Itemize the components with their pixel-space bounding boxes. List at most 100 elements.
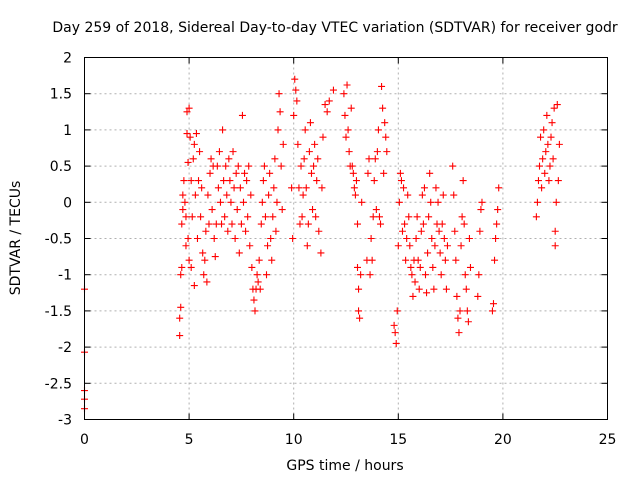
data-point — [347, 104, 355, 112]
data-point — [537, 133, 545, 141]
data-point — [545, 177, 553, 185]
data-point — [313, 177, 321, 185]
data-point — [475, 271, 483, 279]
data-point — [421, 271, 429, 279]
data-point — [352, 177, 360, 185]
data-point — [456, 307, 464, 315]
data-point — [229, 148, 237, 156]
data-point — [540, 126, 548, 134]
data-point — [242, 227, 250, 235]
data-point — [256, 285, 264, 293]
data-point — [474, 292, 482, 300]
x-tick-label: 5 — [185, 432, 194, 448]
data-point — [430, 285, 438, 293]
data-point — [491, 256, 499, 264]
data-point — [403, 235, 411, 242]
data-point — [351, 191, 359, 199]
data-point — [462, 285, 470, 293]
data-point — [375, 213, 383, 221]
data-point — [207, 155, 215, 163]
data-point — [420, 184, 428, 192]
data-point — [439, 191, 447, 199]
data-point — [185, 256, 193, 264]
data-point — [239, 198, 247, 206]
y-tick-label: -0.5 — [45, 232, 72, 248]
data-point — [414, 256, 422, 264]
data-point — [536, 162, 544, 170]
data-point — [440, 235, 448, 242]
data-point — [369, 213, 377, 221]
y-tick-label: -1 — [58, 268, 72, 284]
data-point — [177, 271, 185, 279]
data-point — [274, 126, 282, 134]
data-point — [377, 220, 385, 228]
data-point — [189, 155, 197, 163]
data-point — [222, 162, 230, 170]
data-point — [380, 169, 388, 177]
data-point — [443, 242, 451, 250]
data-point — [550, 104, 558, 112]
data-point — [278, 206, 286, 214]
data-points — [81, 75, 563, 413]
data-point — [488, 307, 496, 315]
data-point — [307, 169, 315, 177]
data-point — [551, 242, 559, 250]
data-point — [391, 329, 399, 337]
data-point — [409, 292, 417, 300]
data-point — [228, 220, 236, 228]
data-point — [177, 303, 185, 311]
data-point — [306, 119, 314, 127]
data-point — [400, 184, 408, 192]
data-point — [413, 213, 421, 221]
data-point — [534, 177, 542, 185]
data-point — [423, 289, 431, 297]
data-point — [543, 111, 551, 119]
data-point — [289, 235, 297, 242]
data-point — [355, 307, 363, 315]
data-point — [183, 108, 191, 116]
data-point — [366, 271, 374, 279]
axes: -3-2.5-2-1.5-1-0.500.511.520 5 10 15 20 25 — [45, 51, 617, 449]
data-point — [181, 198, 189, 206]
data-point — [476, 227, 484, 235]
data-point — [315, 227, 323, 235]
data-point — [442, 285, 450, 293]
data-point — [538, 184, 546, 192]
data-point — [382, 133, 390, 141]
data-point — [299, 191, 307, 199]
data-point — [190, 282, 198, 290]
x-tick-label: 0 — [80, 432, 89, 448]
data-point — [182, 213, 190, 221]
data-point — [417, 227, 425, 235]
data-point — [402, 256, 410, 264]
data-point — [452, 256, 460, 264]
data-point — [321, 101, 329, 109]
data-point — [248, 263, 256, 271]
data-point — [190, 140, 198, 148]
data-point — [272, 227, 280, 235]
data-point — [244, 213, 252, 221]
data-point — [253, 271, 261, 279]
data-point — [273, 198, 281, 206]
data-point — [312, 213, 320, 221]
data-point — [449, 162, 457, 170]
data-point — [344, 126, 352, 134]
data-point — [201, 256, 209, 264]
data-point — [314, 155, 322, 163]
data-point — [183, 130, 191, 138]
data-point — [179, 191, 187, 199]
data-point — [268, 256, 276, 264]
data-point — [237, 220, 245, 228]
data-point — [424, 249, 432, 257]
data-point — [261, 213, 269, 221]
chart-title: Day 259 of 2018, Sidereal Day-to-day VTE… — [52, 20, 618, 36]
data-point — [293, 97, 301, 105]
data-point — [193, 235, 201, 242]
data-point — [225, 155, 233, 163]
data-point — [451, 227, 459, 235]
data-point — [279, 140, 287, 148]
data-point — [243, 177, 251, 185]
data-point — [355, 285, 363, 293]
data-point — [539, 155, 547, 163]
